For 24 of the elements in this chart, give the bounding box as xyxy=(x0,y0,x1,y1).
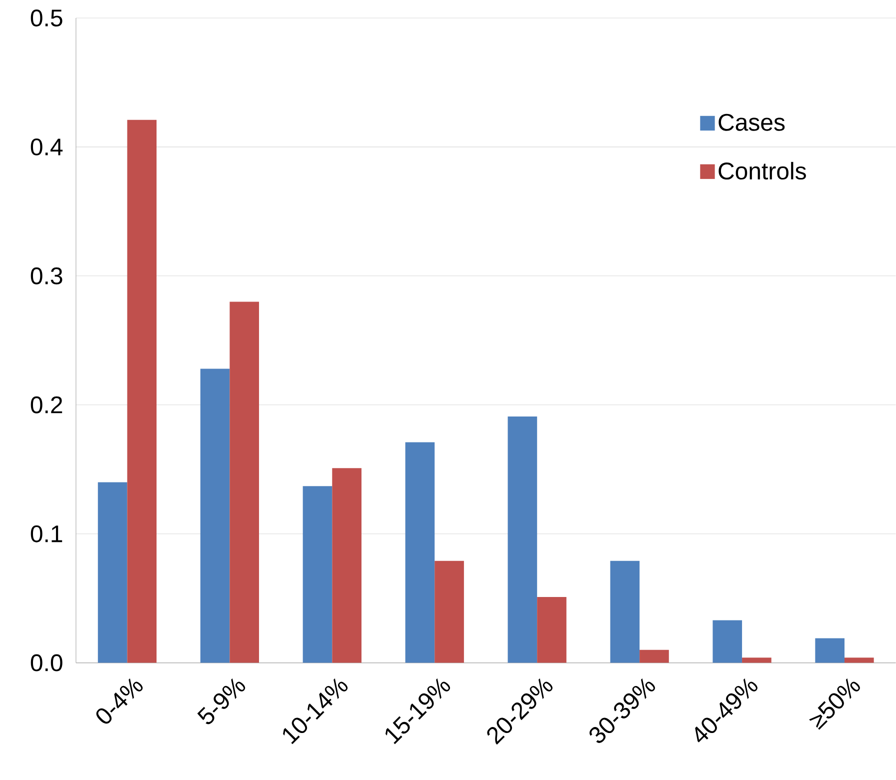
bar xyxy=(640,650,669,663)
bar xyxy=(332,468,362,663)
bar xyxy=(230,302,260,663)
y-tick-label: 0.2 xyxy=(30,396,62,414)
bar xyxy=(98,482,128,663)
bar xyxy=(844,658,874,663)
bar xyxy=(508,416,538,663)
legend-label: Controls xyxy=(718,162,806,180)
y-tick-label: 0.3 xyxy=(30,268,62,285)
bar xyxy=(302,486,332,663)
y-tick-label: 0.5 xyxy=(30,10,62,27)
bar xyxy=(127,120,157,663)
bar xyxy=(712,620,742,663)
bar xyxy=(434,561,464,663)
y-tick-label: 0.1 xyxy=(30,525,62,542)
bar xyxy=(610,561,640,663)
y-tick-label: 0.4 xyxy=(30,138,63,156)
bar xyxy=(742,658,772,663)
bar xyxy=(405,442,435,663)
y-tick-label: 0.0 xyxy=(30,654,62,672)
bar xyxy=(537,597,566,663)
bar xyxy=(815,638,845,663)
legend-label: Cases xyxy=(718,114,785,131)
bar xyxy=(200,368,230,663)
